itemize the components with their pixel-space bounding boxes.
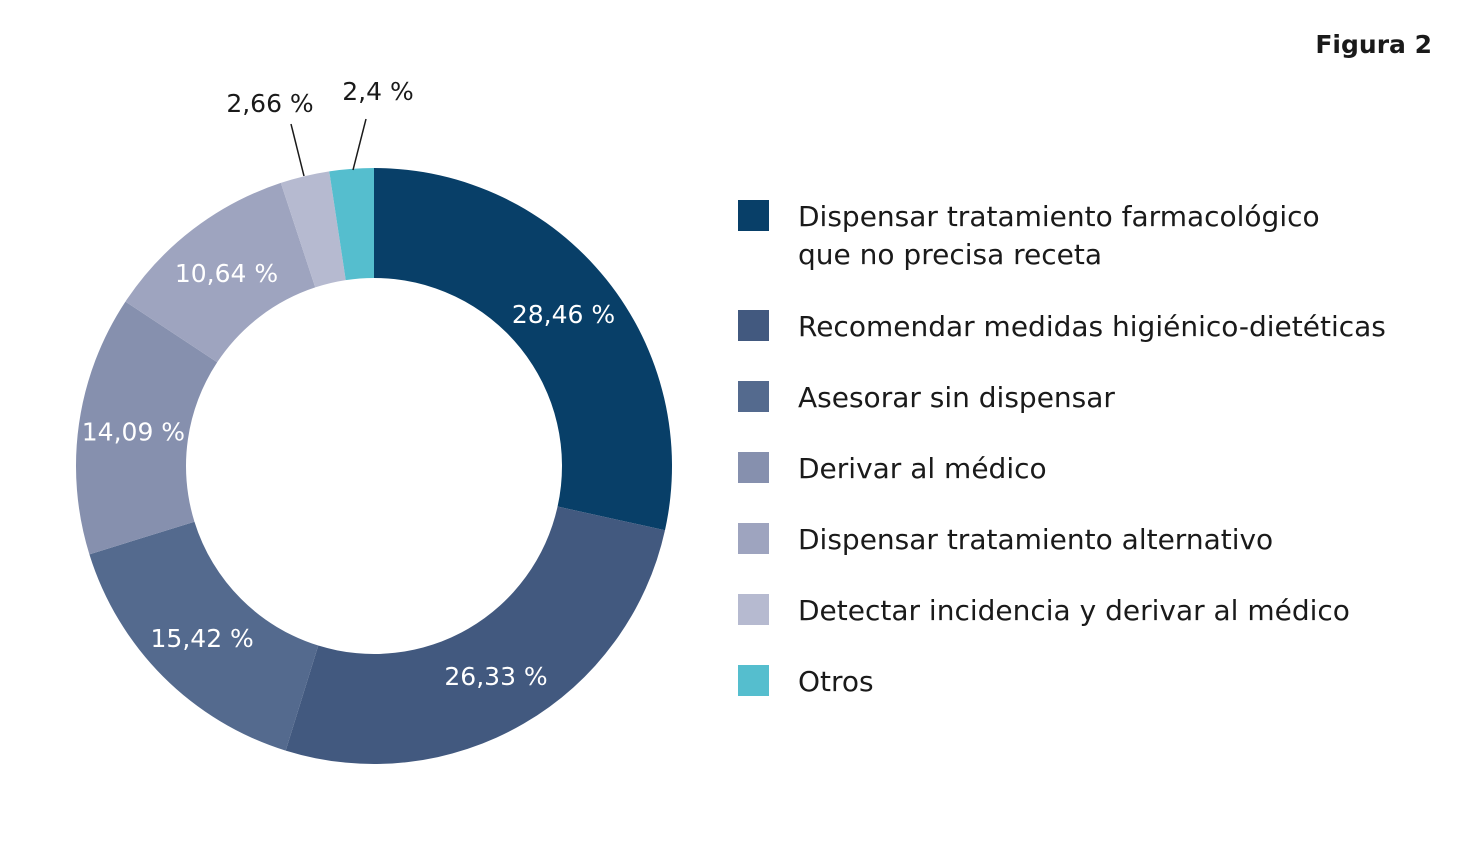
legend-label-line: Derivar al médico xyxy=(798,452,1047,485)
legend-label-line: Dispensar tratamiento alternativo xyxy=(798,523,1274,556)
slice-label-otros: 2,4 % xyxy=(342,77,413,106)
slice-dispensar-tratamiento-farmacologico-que-no-precisa-receta xyxy=(374,168,672,531)
legend-label: Asesorar sin dispensar xyxy=(798,379,1115,417)
legend-item-recomendar-medidas-higienico-dieteticas: Recomendar medidas higiénico-dietéticas xyxy=(738,308,1386,346)
slice-label-asesorar-sin-dispensar: 15,42 % xyxy=(151,624,254,653)
legend-label: Dispensar tratamiento farmacológico que n… xyxy=(798,198,1320,274)
legend-label: Dispensar tratamiento alternativo xyxy=(798,521,1273,559)
slice-labels: 28,46 % 26,33 % 15,42 % 14,09 % 10,64 % 2,66 … xyxy=(82,77,615,691)
legend-swatch xyxy=(738,594,769,625)
slice-otros xyxy=(329,168,374,281)
legend-label-line: Detectar incidencia y derivar al médico xyxy=(798,594,1350,627)
legend-label-line: Otros xyxy=(798,665,874,698)
donut-slices xyxy=(75,168,672,765)
figure-label: Figura 2 xyxy=(1315,30,1432,59)
slice-detectar-incidencia-y-derivar-al-medico xyxy=(280,171,346,288)
legend-swatch xyxy=(738,665,769,696)
slice-recomendar-medidas-higienico-dieteticas xyxy=(285,506,665,765)
legend-item-dispensar-tratamiento-alternativo: Dispensar tratamiento alternativo xyxy=(738,521,1273,559)
legend-item-detectar-incidencia-y-derivar-al-medico: Detectar incidencia y derivar al médico xyxy=(738,592,1350,630)
legend-label: Derivar al médico xyxy=(798,450,1047,488)
legend-item-asesorar-sin-dispensar: Asesorar sin dispensar xyxy=(738,379,1115,417)
slice-label-recomendar-medidas-higienico-dieteticas: 26,33 % xyxy=(444,662,547,691)
legend-label-line: Asesorar sin dispensar xyxy=(798,381,1115,414)
donut-chart: 28,46 % 26,33 % 15,42 % 14,09 % 10,64 % 2,66 … xyxy=(75,77,672,765)
slice-label-derivar-al-medico: 14,09 % xyxy=(82,418,185,447)
legend-label: Detectar incidencia y derivar al médico xyxy=(798,592,1350,630)
legend-swatch xyxy=(738,523,769,554)
legend-item-derivar-al-medico: Derivar al médico xyxy=(738,450,1047,488)
legend-swatch xyxy=(738,200,769,231)
legend-swatch xyxy=(738,381,769,412)
slice-label-detectar-incidencia-y-derivar-al-medico: 2,66 % xyxy=(226,89,313,118)
legend-swatch xyxy=(738,310,769,341)
slice-derivar-al-medico xyxy=(75,301,218,555)
legend-label: Recomendar medidas higiénico-dietéticas xyxy=(798,308,1386,346)
callout-line-detectar-incidencia-y-derivar-al-medico xyxy=(290,123,305,177)
legend-item-dispensar-tratamiento-farmacologico-que-no-precisa-receta: Dispensar tratamiento farmacológico que n… xyxy=(738,198,1320,274)
legend-label-line: Dispensar tratamiento farmacológico xyxy=(798,200,1320,233)
slice-dispensar-tratamiento-alternativo xyxy=(125,182,316,363)
slice-asesorar-sin-dispensar xyxy=(89,521,319,751)
callout-line-otros xyxy=(352,118,367,171)
legend-label-line: que no precisa receta xyxy=(798,238,1103,271)
legend-item-otros: Otros xyxy=(738,663,874,701)
legend-label-line: Recomendar medidas higiénico-dietéticas xyxy=(798,310,1386,343)
slice-label-dispensar-tratamiento-farmacologico-que-no-precisa-receta: 28,46 % xyxy=(512,300,615,329)
legend-label: Otros xyxy=(798,663,874,701)
slice-label-dispensar-tratamiento-alternativo: 10,64 % xyxy=(175,259,278,288)
legend-swatch xyxy=(738,452,769,483)
